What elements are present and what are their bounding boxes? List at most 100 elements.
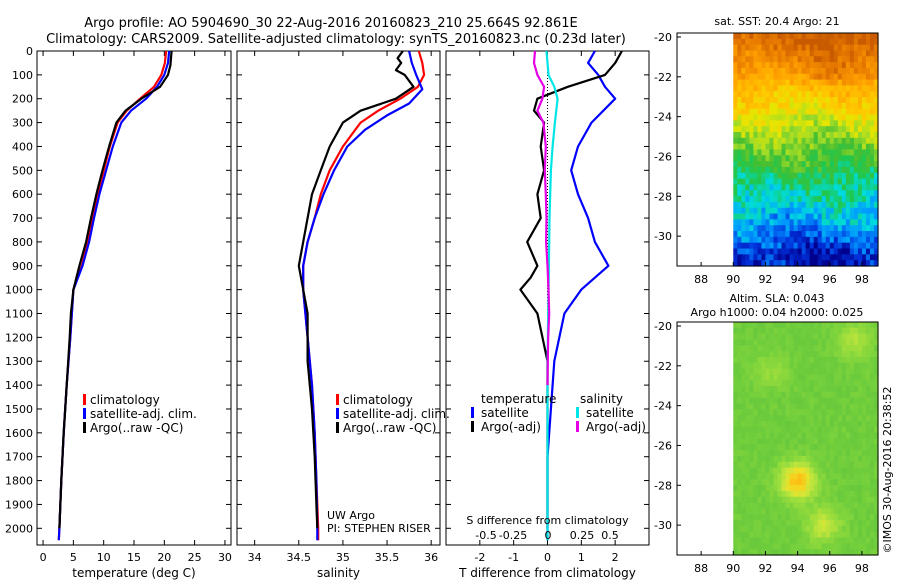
heatmap-cell [737, 161, 742, 168]
heatmap-cell [865, 356, 871, 364]
heatmap-cell [833, 415, 839, 422]
heatmap-cell [801, 91, 807, 98]
heatmap-cell [761, 231, 767, 238]
heatmap-cell [737, 426, 742, 434]
heatmap-cell [781, 520, 787, 527]
heatmap-cell [821, 508, 827, 515]
heatmap-cell [861, 56, 867, 63]
heatmap-cell [801, 496, 807, 504]
heatmap-cell [765, 231, 771, 238]
heatmap-cell [825, 178, 831, 186]
heatmap-cell [849, 374, 855, 381]
heatmap-cell [761, 327, 767, 335]
heatmap-cell [869, 397, 875, 405]
heatmap-cell [873, 508, 879, 515]
heatmap-cell [793, 132, 799, 139]
heatmap-cell [805, 473, 811, 480]
heatmap-cell [753, 531, 758, 539]
heatmap-cell [765, 97, 771, 104]
heatmap-cell [849, 339, 855, 346]
heatmap-cell [781, 380, 787, 387]
heatmap-cell [749, 33, 754, 40]
heatmap-cell [805, 44, 811, 52]
heatmap-cell [741, 333, 746, 341]
heatmap-cell [785, 490, 791, 498]
heatmap-cell [765, 514, 771, 521]
heatmap-cell [813, 368, 819, 376]
heatmap-cell [869, 403, 875, 410]
heatmap-cell [865, 333, 871, 341]
heatmap-cell [833, 126, 839, 133]
heatmap-cell [773, 102, 779, 110]
heatmap-cell [805, 374, 811, 381]
heatmap-cell [825, 432, 831, 440]
heatmap-cell [817, 79, 823, 87]
heatmap-cell [733, 368, 738, 376]
heatmap-cell [773, 455, 779, 463]
heatmap-cell [817, 62, 823, 69]
heatmap-cell [753, 73, 758, 81]
heatmap-cell [861, 345, 867, 352]
heatmap-cell [837, 207, 843, 215]
heatmap-cell [833, 120, 839, 127]
heatmap-cell [801, 432, 807, 440]
heatmap-cell [781, 73, 787, 81]
heatmap-cell [757, 327, 763, 335]
heatmap-cell [829, 368, 835, 376]
heatmap-cell [749, 485, 754, 492]
heatmap-cell [769, 85, 775, 92]
heatmap-cell [733, 242, 738, 250]
heatmap-cell [861, 450, 867, 457]
heatmap-cell [853, 126, 859, 133]
heatmap-cell [853, 242, 859, 250]
heatmap-cell [853, 444, 859, 451]
heatmap-cell [773, 254, 779, 261]
heatmap-cell [781, 397, 787, 405]
heatmap-cell [813, 161, 819, 168]
heatmap-cell [849, 242, 855, 250]
heatmap-cell [785, 333, 791, 341]
heatmap-cell [853, 161, 859, 168]
heatmap-cell [757, 333, 763, 341]
heatmap-cell [789, 155, 795, 162]
heatmap-cell [801, 368, 807, 376]
heatmap-cell [737, 333, 742, 341]
heatmap-cell [789, 473, 795, 480]
heatmap-cell [761, 190, 767, 197]
heatmap-cell [789, 85, 795, 92]
heatmap-cell [757, 537, 763, 544]
heatmap-cell [769, 537, 775, 544]
heatmap-cell [801, 444, 807, 451]
heatmap-cell [805, 201, 811, 209]
heatmap-cell [861, 333, 867, 341]
heatmap-cell [733, 172, 738, 180]
heatmap-cell [781, 351, 787, 358]
heatmap-cell [773, 327, 779, 335]
heatmap-cell [773, 44, 779, 52]
heatmap-cell [773, 201, 779, 209]
heatmap-cell [841, 50, 847, 57]
annotation-text: UW Argo [327, 509, 375, 522]
heatmap-cell [873, 213, 879, 220]
heatmap-cell [845, 236, 851, 244]
heatmap-cell [793, 85, 799, 92]
heatmap-cell [797, 327, 803, 335]
heatmap-cell [761, 108, 767, 116]
heatmap-cell [789, 114, 795, 121]
heatmap-cell [833, 172, 839, 180]
heatmap-cell [829, 362, 835, 370]
heatmap-cell [757, 207, 763, 215]
heatmap-cell [749, 502, 754, 509]
heatmap-cell [829, 108, 835, 116]
heatmap-cell [833, 38, 839, 46]
heatmap-cell [781, 403, 787, 410]
heatmap-cell [821, 85, 827, 92]
heatmap-cell [785, 525, 791, 533]
heatmap-cell [829, 178, 835, 186]
heatmap-cell [781, 91, 787, 98]
heatmap-cell [749, 219, 754, 226]
heatmap-cell [737, 391, 742, 399]
heatmap-cell [857, 362, 863, 370]
heatmap-cell [785, 120, 791, 127]
heatmap-cell [833, 91, 839, 98]
